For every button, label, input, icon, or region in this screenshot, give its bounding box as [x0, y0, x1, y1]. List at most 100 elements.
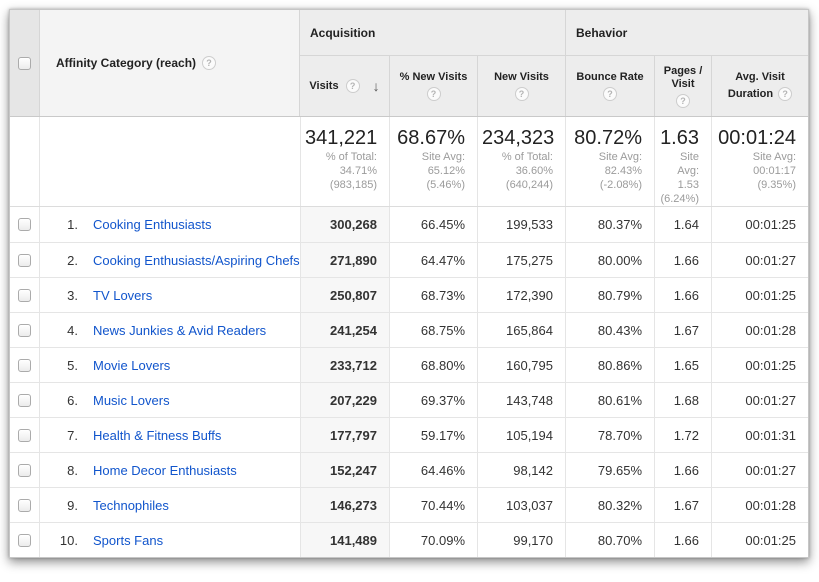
totals-avg-duration-sub-value: 00:01:17 [753, 165, 796, 177]
column-header-avg-visit-duration[interactable]: Avg. Visit Duration ? [711, 56, 808, 116]
totals-checkbox-cell [10, 117, 40, 206]
category-link[interactable]: Movie Lovers [93, 357, 171, 373]
totals-visits-sub-value: 34.71% [339, 165, 377, 177]
category-link[interactable]: TV Lovers [93, 287, 153, 303]
totals-bounce-rate-sub-value: 82.43% [604, 165, 642, 177]
row-checkbox[interactable] [18, 288, 31, 302]
column-header-pct-new-visits-label: % New Visits [399, 71, 468, 83]
select-all-checkbox[interactable] [18, 56, 31, 70]
avg-duration-value: 00:01:27 [711, 383, 808, 417]
totals-row: 341,221 % of Total: 34.71% (983,185) 68.… [10, 117, 808, 207]
pct-new-visits-value: 70.44% [389, 488, 477, 522]
table-row: 5. Movie Lovers 233,712 68.80% 160,795 80… [10, 347, 808, 382]
row-checkbox[interactable] [18, 463, 31, 477]
row-checkbox[interactable] [18, 358, 31, 372]
new-visits-value: 98,142 [477, 453, 565, 487]
category-link[interactable]: Music Lovers [93, 392, 170, 408]
totals-pages-visit-sub-delta: (6.24%) [660, 193, 699, 205]
category-link[interactable]: Health & Fitness Buffs [93, 427, 222, 443]
totals-bounce-rate-sub-label: Site Avg: [598, 151, 642, 163]
new-visits-value: 199,533 [477, 207, 565, 242]
category-link[interactable]: Cooking Enthusiasts/Aspiring Chefs [93, 252, 300, 268]
bounce-rate-value: 80.79% [565, 278, 654, 312]
pages-visit-value: 1.66 [654, 278, 711, 312]
totals-new-visits: 234,323 % of Total: 36.60% (640,244) [477, 117, 565, 206]
group-header-behavior-label: Behavior [576, 25, 628, 40]
analytics-report-table: Affinity Category (reach) ? Acquisition … [9, 9, 809, 558]
row-checkbox[interactable] [18, 393, 31, 407]
category-link[interactable]: Home Decor Enthusiasts [93, 462, 237, 478]
new-visits-value: 143,748 [477, 383, 565, 417]
avg-duration-value: 00:01:25 [711, 207, 808, 242]
category-cell: 5. Movie Lovers [40, 348, 300, 382]
row-checkbox[interactable] [18, 498, 31, 512]
category-link[interactable]: Technophiles [93, 497, 169, 513]
totals-visits-value: 341,221 [305, 127, 378, 149]
help-icon[interactable]: ? [778, 87, 793, 101]
row-rank: 6. [67, 392, 78, 408]
totals-new-visits-sub-abs: (640,244) [505, 179, 553, 191]
category-cell: 7. Health & Fitness Buffs [40, 418, 300, 452]
totals-pct-new-visits-sub-label: Site Avg: [421, 151, 465, 163]
avg-duration-value: 00:01:25 [711, 278, 808, 312]
new-visits-value: 99,170 [477, 523, 565, 557]
totals-bounce-rate-sub-delta: (-2.08%) [599, 179, 642, 191]
totals-pct-new-visits-sub-delta: (5.46%) [426, 179, 465, 191]
avg-duration-value: 00:01:28 [711, 313, 808, 347]
help-icon[interactable]: ? [202, 56, 217, 70]
avg-duration-value: 00:01:28 [711, 488, 808, 522]
new-visits-value: 160,795 [477, 348, 565, 382]
row-checkbox[interactable] [18, 253, 31, 267]
row-checkbox-cell [10, 418, 40, 452]
pct-new-visits-value: 68.75% [389, 313, 477, 347]
row-rank: 2. [67, 252, 78, 268]
row-checkbox[interactable] [18, 533, 31, 547]
table-row: 7. Health & Fitness Buffs 177,797 59.17% … [10, 417, 808, 452]
visits-value: 177,797 [300, 418, 389, 452]
help-icon[interactable]: ? [426, 87, 441, 101]
visits-value: 241,254 [300, 313, 389, 347]
visits-value: 233,712 [300, 348, 389, 382]
column-header-bounce-rate[interactable]: Bounce Rate ? [565, 56, 654, 116]
row-checkbox[interactable] [18, 323, 31, 337]
pages-visit-value: 1.65 [654, 348, 711, 382]
category-link[interactable]: News Junkies & Avid Readers [93, 322, 267, 338]
column-header-pages-visit[interactable]: Pages / Visit ? [654, 56, 711, 116]
totals-pages-visit-sub-label: Site Avg: [677, 151, 699, 177]
visits-value: 300,268 [300, 207, 389, 242]
pages-visit-value: 1.66 [654, 453, 711, 487]
row-rank: 8. [67, 462, 78, 478]
help-icon[interactable]: ? [514, 87, 529, 101]
new-visits-value: 172,390 [477, 278, 565, 312]
category-cell: 3. TV Lovers [40, 278, 300, 312]
pct-new-visits-value: 70.09% [389, 523, 477, 557]
help-icon[interactable]: ? [345, 79, 360, 93]
table-row: 8. Home Decor Enthusiasts 152,247 64.46% … [10, 452, 808, 487]
pages-visit-value: 1.66 [654, 243, 711, 277]
category-link[interactable]: Cooking Enthusiasts [93, 217, 212, 232]
new-visits-value: 165,864 [477, 313, 565, 347]
bounce-rate-value: 79.65% [565, 453, 654, 487]
row-checkbox[interactable] [18, 428, 31, 442]
pages-visit-value: 1.72 [654, 418, 711, 452]
pct-new-visits-value: 59.17% [389, 418, 477, 452]
category-cell: 10. Sports Fans [40, 523, 300, 557]
help-icon[interactable]: ? [676, 93, 690, 108]
category-link[interactable]: Sports Fans [93, 532, 164, 548]
column-header-visits[interactable]: Visits ? ↓ [300, 56, 389, 116]
help-icon[interactable]: ? [603, 87, 617, 101]
row-checkbox[interactable] [18, 218, 31, 231]
category-cell: 6. Music Lovers [40, 383, 300, 417]
column-header-new-visits[interactable]: New Visits ? [477, 56, 565, 116]
totals-visits: 341,221 % of Total: 34.71% (983,185) [300, 117, 389, 206]
totals-pages-visit: 1.63 Site Avg: 1.53 (6.24%) [654, 117, 711, 206]
avg-duration-value: 00:01:27 [711, 243, 808, 277]
bounce-rate-value: 80.00% [565, 243, 654, 277]
pages-visit-value: 1.66 [654, 523, 711, 557]
column-header-pct-new-visits[interactable]: % New Visits ? [389, 56, 477, 116]
bounce-rate-value: 80.86% [565, 348, 654, 382]
column-header-bounce-rate-label: Bounce Rate [576, 71, 644, 83]
dimension-header[interactable]: Affinity Category (reach) ? [40, 10, 300, 116]
totals-bounce-rate-value: 80.72% [574, 127, 642, 149]
bounce-rate-value: 80.43% [565, 313, 654, 347]
